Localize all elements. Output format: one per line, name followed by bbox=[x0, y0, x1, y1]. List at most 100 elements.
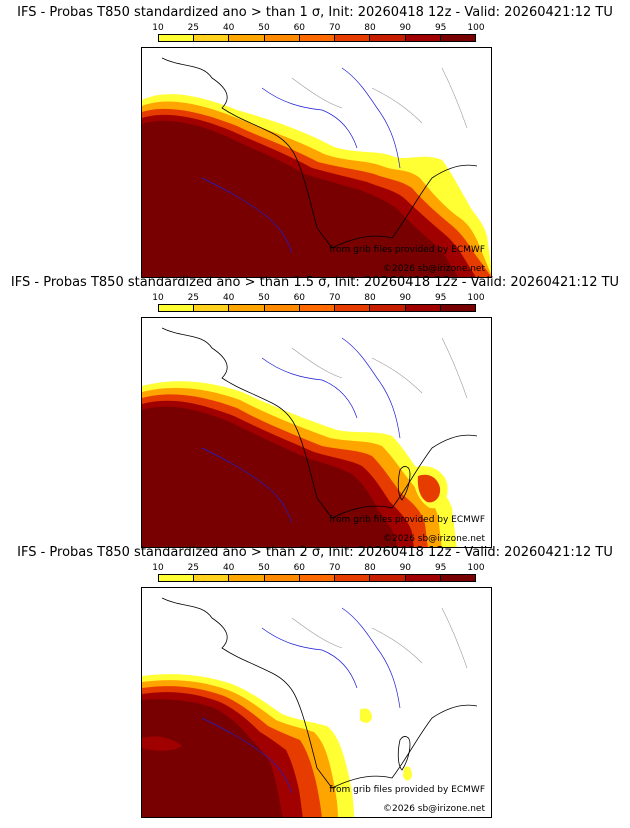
tick-label: 90 bbox=[399, 563, 412, 573]
prob-10 bbox=[403, 766, 412, 781]
border-line bbox=[291, 67, 468, 129]
colorbar-swatch bbox=[440, 575, 475, 581]
colorbar-swatch bbox=[335, 35, 371, 41]
probability-map: from grib files provided by ECMWF ©2026 … bbox=[141, 317, 492, 548]
colorbar-swatch bbox=[299, 35, 336, 41]
tick-label: 80 bbox=[364, 23, 376, 33]
border-line bbox=[291, 337, 468, 399]
panel-title: IFS - Probas T850 standardized ano > tha… bbox=[10, 275, 620, 290]
colorbar-tick-labels: 10 25 40 50 60 70 80 90 95 100 bbox=[152, 563, 484, 574]
map-graphic bbox=[142, 327, 478, 547]
tick-label: 25 bbox=[187, 23, 200, 33]
tick-label: 90 bbox=[399, 23, 412, 33]
probability-map: from grib files provided by ECMWF ©2026 … bbox=[141, 47, 492, 278]
map-graphic bbox=[142, 597, 478, 817]
prob-10 bbox=[360, 708, 372, 723]
colorbar-swatch bbox=[264, 305, 300, 311]
colorbar-swatch bbox=[440, 35, 475, 41]
tick-label: 50 bbox=[258, 293, 270, 303]
prob-90 bbox=[142, 736, 182, 751]
colorbar-swatch bbox=[335, 305, 371, 311]
tick-label: 50 bbox=[258, 23, 270, 33]
tick-label: 60 bbox=[293, 293, 306, 303]
credit-copyright: ©2026 sb@irizone.net bbox=[383, 534, 485, 544]
prob-70 bbox=[417, 474, 441, 503]
probability-colorbar bbox=[158, 574, 476, 582]
colorbar-swatch bbox=[159, 575, 195, 581]
tick-label: 25 bbox=[187, 563, 200, 573]
tick-label: 90 bbox=[399, 293, 412, 303]
coastline bbox=[161, 327, 478, 519]
river bbox=[261, 87, 358, 149]
colorbar-swatch bbox=[159, 305, 195, 311]
river bbox=[201, 447, 293, 524]
colorbar-swatch bbox=[264, 575, 300, 581]
panel-title: IFS - Probas T850 standardized ano > tha… bbox=[17, 545, 613, 560]
colorbar-tick-labels: 10 25 40 50 60 70 80 90 95 100 bbox=[152, 23, 484, 34]
colorbar-tick-labels: 10 25 40 50 60 70 80 90 95 100 bbox=[152, 293, 484, 304]
prob-95 bbox=[142, 406, 398, 547]
tick-label: 70 bbox=[328, 563, 341, 573]
tick-label: 50 bbox=[258, 563, 270, 573]
tick-label: 10 bbox=[152, 23, 164, 33]
colorbar-swatch bbox=[299, 575, 336, 581]
probability-map: from grib files provided by ECMWF ©2026 … bbox=[141, 587, 492, 818]
colorbar-swatch bbox=[229, 305, 265, 311]
river bbox=[201, 717, 293, 794]
colorbar-swatch bbox=[335, 575, 371, 581]
tick-label: 10 bbox=[152, 563, 164, 573]
colorbar-swatch bbox=[229, 575, 265, 581]
coastline bbox=[161, 57, 478, 249]
river bbox=[261, 357, 358, 419]
map-panel-1: IFS - Probas T850 standardized ano > tha… bbox=[0, 0, 630, 278]
tick-label: 40 bbox=[222, 293, 235, 303]
map-graphic bbox=[142, 57, 491, 277]
tick-label: 95 bbox=[434, 293, 447, 303]
colorbar-swatch bbox=[194, 575, 230, 581]
colorbar-swatch bbox=[194, 35, 230, 41]
tick-label: 60 bbox=[293, 563, 306, 573]
colorbar-swatch bbox=[370, 575, 406, 581]
colorbar-swatch bbox=[194, 305, 230, 311]
map-panel-3: IFS - Probas T850 standardized ano > tha… bbox=[0, 540, 630, 818]
credit-copyright: ©2026 sb@irizone.net bbox=[383, 804, 485, 814]
colorbar-swatch bbox=[405, 305, 441, 311]
tick-label: 80 bbox=[364, 293, 376, 303]
credit-copyright: ©2026 sb@irizone.net bbox=[383, 264, 485, 274]
coastline bbox=[161, 597, 478, 789]
river bbox=[261, 627, 358, 689]
colorbar-swatch bbox=[229, 35, 265, 41]
border-line bbox=[291, 607, 468, 669]
tick-label: 70 bbox=[328, 293, 341, 303]
credit-source: from grib files provided by ECMWF bbox=[329, 515, 485, 525]
credit-source: from grib files provided by ECMWF bbox=[329, 785, 485, 795]
tick-label: 40 bbox=[222, 23, 235, 33]
tick-label: 95 bbox=[434, 563, 447, 573]
colorbar-swatch bbox=[405, 575, 441, 581]
tick-label: 80 bbox=[364, 563, 376, 573]
tick-label: 60 bbox=[293, 23, 306, 33]
probability-colorbar bbox=[158, 304, 476, 312]
colorbar-swatch bbox=[264, 35, 300, 41]
river bbox=[201, 177, 293, 254]
river bbox=[341, 607, 401, 709]
panel-title: IFS - Probas T850 standardized ano > tha… bbox=[17, 5, 613, 20]
colorbar-swatch bbox=[159, 35, 195, 41]
colorbar-swatch bbox=[405, 35, 441, 41]
river bbox=[341, 67, 401, 169]
probability-colorbar bbox=[158, 34, 476, 42]
river bbox=[341, 337, 401, 439]
prob-95 bbox=[142, 699, 283, 817]
credit-source: from grib files provided by ECMWF bbox=[329, 245, 485, 255]
island-outline bbox=[397, 466, 411, 501]
tick-label: 100 bbox=[467, 293, 485, 303]
tick-label: 40 bbox=[222, 563, 235, 573]
tick-label: 95 bbox=[434, 23, 447, 33]
tick-label: 10 bbox=[152, 293, 164, 303]
colorbar-swatch bbox=[370, 35, 406, 41]
tick-label: 70 bbox=[328, 23, 341, 33]
colorbar-swatch bbox=[299, 305, 336, 311]
colorbar-swatch bbox=[440, 305, 475, 311]
prob-95 bbox=[142, 120, 459, 277]
colorbar-swatch bbox=[370, 305, 406, 311]
